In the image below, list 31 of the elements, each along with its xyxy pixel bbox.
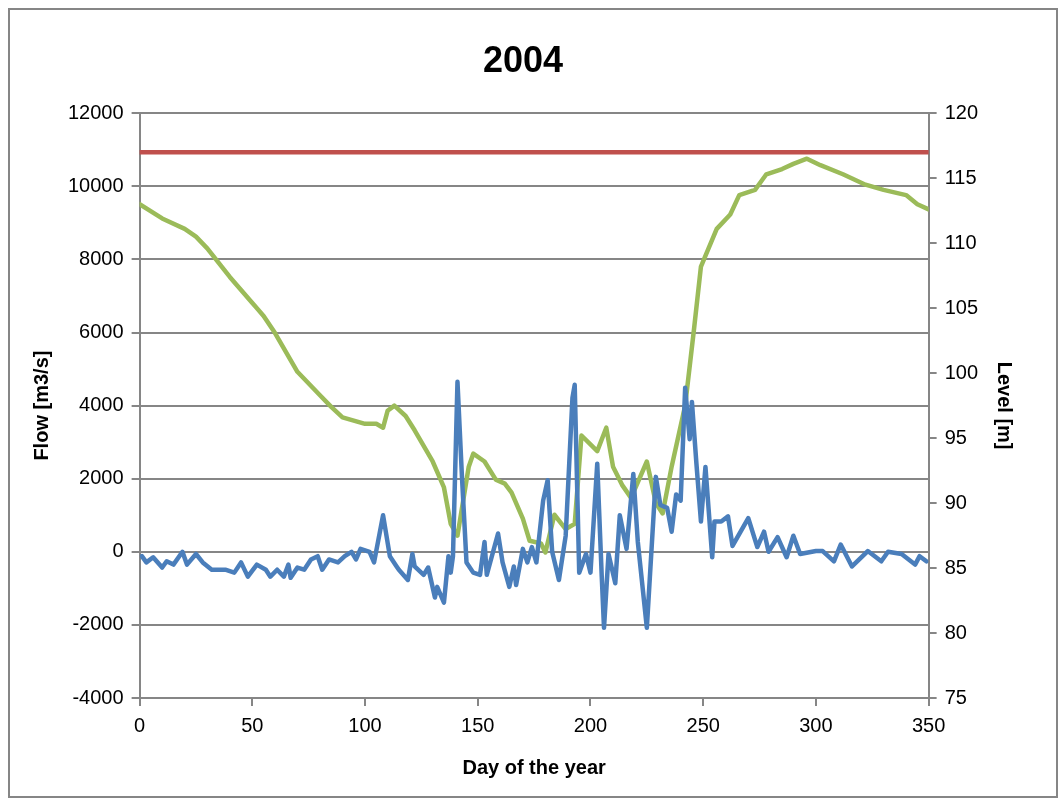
x-tick-label: 250 <box>686 713 720 736</box>
chart-title: 2004 <box>482 38 564 80</box>
y2-tick-label: 75 <box>944 685 967 708</box>
y-tick-label: 0 <box>112 539 124 562</box>
y2-tick-label: 95 <box>944 425 967 448</box>
y-tick-label: -4000 <box>72 685 124 708</box>
x-tick-label: 0 <box>134 713 146 736</box>
y2-axis-title: Level [m] <box>994 361 1017 450</box>
x-tick-label: 200 <box>573 713 608 736</box>
y2-tick-label: 110 <box>944 230 977 253</box>
x-tick-label: 350 <box>911 713 946 736</box>
y2-tick-label: 115 <box>944 165 977 188</box>
x-tick-label: 100 <box>348 713 382 736</box>
y-tick-label: 10000 <box>67 173 124 196</box>
x-tick-label: 300 <box>799 713 833 736</box>
y-tick-label: 2000 <box>79 466 124 489</box>
x-tick-label: 150 <box>461 713 495 736</box>
y2-tick-label: 100 <box>944 360 979 383</box>
y2-tick-label: 85 <box>944 555 967 578</box>
y-tick-label: 8000 <box>79 246 124 269</box>
y-tick-label: 6000 <box>79 320 124 343</box>
y2-tick-label: 105 <box>944 295 979 318</box>
x-axis-title: Day of the year <box>462 755 607 778</box>
y2-tick-label: 90 <box>944 490 967 513</box>
y-axis-title: Flow [m3/s] <box>29 350 52 461</box>
y2-tick-label: 80 <box>944 620 967 643</box>
y-tick-label: 4000 <box>79 393 124 416</box>
x-tick-label: 50 <box>241 713 264 736</box>
y-tick-label: 12000 <box>67 100 124 123</box>
y-tick-label: -2000 <box>72 612 124 635</box>
y2-tick-label: 120 <box>944 100 979 123</box>
